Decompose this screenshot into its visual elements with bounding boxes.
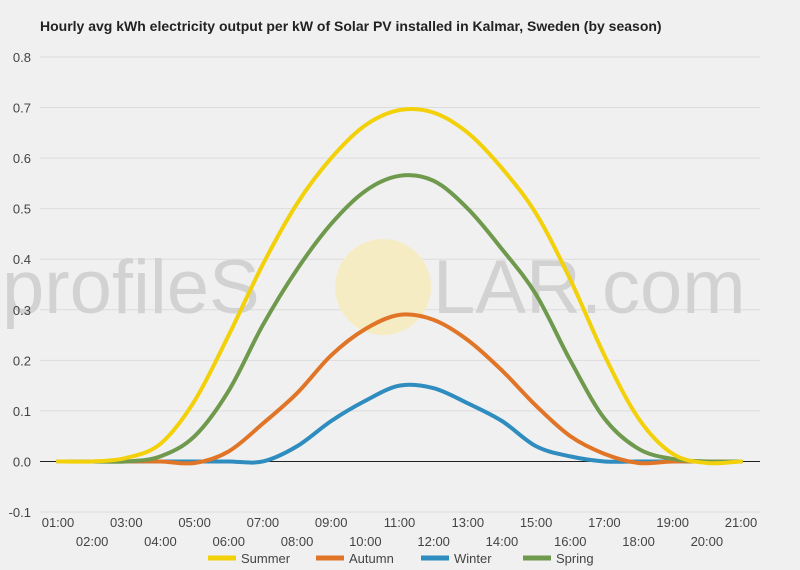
legend-label-summer: Summer (241, 551, 291, 566)
y-tick-label: 0.4 (13, 252, 31, 267)
x-tick-label: 15:00 (520, 515, 553, 530)
y-tick-label: 0.3 (13, 303, 31, 318)
x-tick-label: 17:00 (588, 515, 621, 530)
series-lines (56, 106, 743, 466)
x-tick-label: 02:00 (76, 534, 109, 549)
y-axis-tick-labels: -0.1 0.0 0.1 0.2 0.3 0.4 0.5 0.6 0.7 0.8 (9, 50, 31, 520)
watermark-text-right: LAR.com (433, 245, 746, 330)
series-line-summer (56, 106, 743, 466)
y-tick-label: 0.8 (13, 50, 31, 65)
legend-label-spring: Spring (556, 551, 594, 566)
legend-label-autumn: Autumn (349, 551, 394, 566)
x-tick-label: 16:00 (554, 534, 587, 549)
x-tick-label: 20:00 (691, 534, 724, 549)
y-tick-label: 0.2 (13, 353, 31, 368)
x-tick-label: 10:00 (349, 534, 382, 549)
x-tick-label: 07:00 (247, 515, 280, 530)
x-tick-label: 12:00 (417, 534, 450, 549)
y-tick-label: 0.1 (13, 404, 31, 419)
watermark-text-left: profileS (2, 245, 260, 330)
x-tick-label: 11:00 (384, 515, 416, 530)
x-tick-label: 14:00 (486, 534, 519, 549)
y-tick-label: 0.5 (13, 202, 31, 217)
x-tick-label: 01:00 (42, 515, 75, 530)
y-tick-label: 0.6 (13, 151, 31, 166)
chart-title: Hourly avg kWh electricity output per kW… (40, 18, 662, 34)
x-tick-label: 03:00 (110, 515, 143, 530)
x-tick-label: 06:00 (212, 534, 245, 549)
x-tick-label: 13:00 (452, 515, 485, 530)
x-tick-label: 18:00 (622, 534, 655, 549)
watermark-sun-icon (335, 239, 431, 335)
x-tick-label: 19:00 (656, 515, 689, 530)
legend: Summer Autumn Winter Spring (208, 551, 594, 566)
x-tick-label: 04:00 (144, 534, 177, 549)
x-tick-label: 21:00 (725, 515, 758, 530)
series-line-spring (56, 173, 743, 464)
x-tick-label: 09:00 (315, 515, 348, 530)
x-tick-label: 05:00 (178, 515, 211, 530)
watermark: profileS LAR.com (2, 239, 746, 335)
y-tick-label: -0.1 (9, 505, 31, 520)
x-axis-tick-labels: 01:0002:0003:0004:0005:0006:0007:0008:00… (42, 515, 758, 549)
legend-label-winter: Winter (454, 551, 492, 566)
series-line-autumn (56, 312, 743, 466)
x-tick-label: 08:00 (281, 534, 314, 549)
y-tick-label: 0.7 (13, 101, 31, 116)
y-tick-label: 0.0 (13, 454, 31, 469)
